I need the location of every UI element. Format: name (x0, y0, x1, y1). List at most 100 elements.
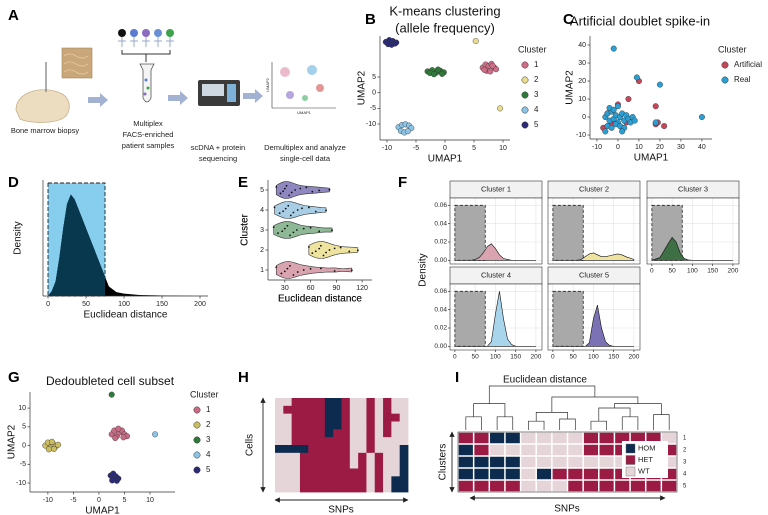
point (619, 128, 626, 135)
heatmap-cell (316, 405, 326, 415)
heatmap-cell (383, 468, 392, 477)
x-tick-label: 200 (727, 268, 738, 275)
y-tick-label: 0.02 (434, 325, 447, 332)
point (311, 190, 314, 193)
x-tick-label: 100 (687, 268, 698, 275)
heatmap-cell (383, 437, 392, 446)
heatmap-cell (283, 468, 293, 477)
y-tick-label: 3 (260, 227, 264, 234)
heatmap-cell (341, 452, 351, 462)
y-tick-label: 0.06 (434, 202, 447, 209)
sequencer-screen (202, 84, 224, 96)
heatmap-cell (349, 476, 359, 485)
highlight-region (552, 290, 584, 347)
y-tick-label: 0.00 (434, 343, 447, 350)
heatmap-cell (341, 405, 351, 415)
heatmap-cell (349, 468, 359, 477)
x-tick-label: 200 (530, 354, 541, 361)
legend-label: 2 (206, 420, 211, 429)
heatmap-cell (521, 444, 536, 456)
point (309, 226, 312, 229)
heatmap-cell (399, 421, 409, 430)
y-tick-label: 30 (578, 60, 586, 67)
point (439, 70, 446, 77)
legend-swatch (625, 466, 636, 477)
x-tick-label: 0 (46, 301, 50, 308)
heatmap-cell (275, 429, 284, 438)
dendrogram-branch (614, 403, 662, 415)
row-label: 2 (683, 448, 687, 454)
heatmap-cell (316, 421, 326, 430)
y-tick-label: 5 (260, 187, 264, 194)
legend-label: 4 (206, 450, 211, 459)
heatmap-cell (291, 413, 301, 422)
x-tick-label: 5 (472, 145, 476, 152)
point (280, 272, 283, 275)
heatmap-cell (308, 429, 317, 438)
heatmap-cell (599, 444, 614, 456)
x-axis-title: Euclidean distance (503, 375, 587, 386)
mini-cluster (302, 95, 308, 101)
heatmap-cell (358, 429, 367, 438)
heatmap-cell (358, 484, 367, 493)
heatmap-cell (458, 432, 473, 444)
x-tick-label: 50 (82, 301, 90, 308)
point (292, 211, 295, 214)
point (430, 71, 437, 78)
x-tick-label: -10 (382, 145, 392, 152)
y-axis-title: Cluster (240, 213, 251, 245)
y-tick-label: 10 (18, 405, 26, 412)
x-tick-label: 150 (608, 354, 619, 361)
step-label: scDNA + protein (191, 143, 245, 152)
legend-swatch (521, 91, 529, 99)
heatmap-cell (383, 452, 392, 462)
heatmap-cell (458, 444, 473, 456)
point (279, 192, 282, 195)
x-tick-label: 60 (307, 285, 315, 292)
heatmap-cell (349, 413, 359, 422)
heatmap-cell (374, 460, 384, 469)
x-tick-label: 200 (628, 354, 639, 361)
density-area (651, 236, 733, 261)
y-axis-title: UMAP2 (357, 70, 368, 105)
facet-title: Cluster 1 (481, 184, 511, 193)
violin (275, 261, 353, 279)
heatmap-cell (399, 398, 409, 407)
chart-title: Artificial doublet spike-in (570, 13, 710, 28)
mini-cluster (280, 67, 290, 77)
heatmap-cell (341, 476, 351, 485)
legend-label: 1 (206, 405, 211, 414)
y-tick-label: -10 (366, 121, 376, 128)
legend-label: 2 (534, 75, 539, 84)
x-tick-label: 30 (677, 144, 685, 151)
heatmap-cell (374, 437, 384, 446)
point (614, 103, 621, 110)
heatmap-cell (275, 476, 284, 485)
step-label: Demultiplex and analyze (264, 143, 346, 152)
heatmap-cell (291, 405, 301, 415)
heatmap-cell (366, 413, 376, 422)
heatmap-cell (341, 484, 351, 493)
x-tick-label: 0 (97, 497, 101, 504)
point (285, 184, 288, 187)
heatmap-cell (536, 432, 552, 444)
y-tick-label: 0 (582, 114, 586, 121)
heatmap-cell (275, 452, 284, 462)
point (120, 434, 127, 441)
heatmap-border (457, 431, 678, 493)
heatmap-cell (521, 456, 536, 468)
density-area (552, 252, 635, 261)
y-tick-label: 1 (260, 267, 264, 274)
density-area (454, 291, 536, 347)
heatmap-cell (383, 421, 392, 430)
heatmap-cell (291, 437, 301, 446)
heatmap-cell (391, 413, 401, 422)
point (610, 106, 617, 113)
heatmap-cell (552, 432, 567, 444)
point (48, 438, 55, 445)
x-tick-label: 0 (453, 354, 457, 361)
x-tick-label: 120 (356, 285, 368, 292)
x-axis-title: UMAP1 (428, 154, 463, 165)
heatmap-cell (291, 476, 301, 485)
legend-label: 5 (206, 465, 211, 474)
